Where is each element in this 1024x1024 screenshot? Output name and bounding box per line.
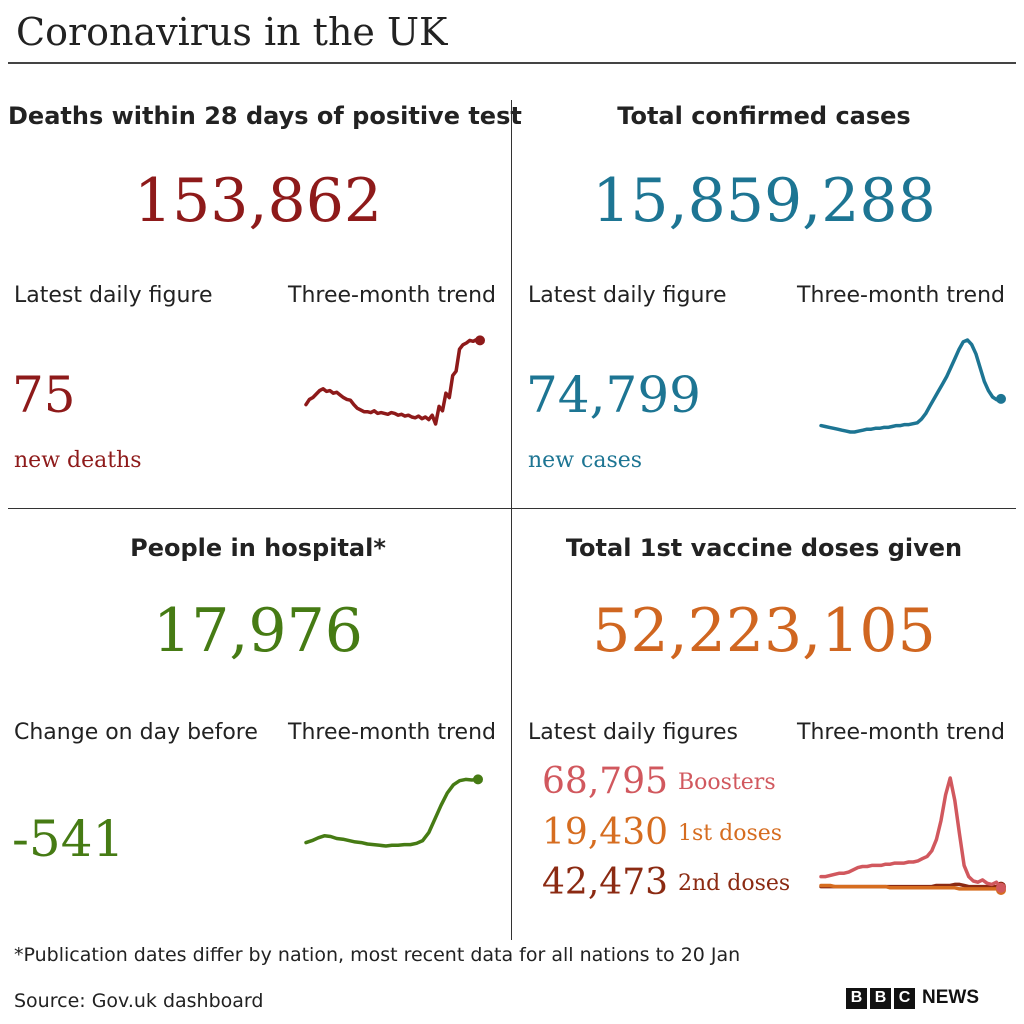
cases-latest-value: 74,799 bbox=[526, 366, 701, 424]
deaths-heading: Deaths within 28 days of positive test bbox=[8, 102, 522, 130]
deaths-latest-label: Latest daily figure bbox=[14, 283, 213, 308]
cases-heading: Total confirmed cases bbox=[617, 102, 911, 130]
vaccine-trend-chart bbox=[819, 776, 1006, 895]
boosters-value: 68,795 bbox=[542, 761, 668, 802]
cases-latest-unit: new cases bbox=[528, 448, 643, 473]
deaths-latest-unit: new deaths bbox=[14, 448, 142, 473]
deaths-trend-chart bbox=[304, 335, 485, 426]
bbc-logo-block-1: B bbox=[846, 987, 867, 1009]
bbc-logo-news: NEWS bbox=[922, 987, 979, 1008]
hospital-total: 17,976 bbox=[153, 596, 363, 666]
boosters-label: Boosters bbox=[678, 770, 776, 795]
trend-line-series-0 bbox=[304, 777, 480, 848]
cases-latest-label: Latest daily figure bbox=[528, 283, 727, 308]
cases-trend-label: Three-month trend bbox=[797, 283, 1005, 308]
hospital-trend-chart bbox=[304, 774, 483, 848]
bbc-logo-block-2: B bbox=[870, 987, 891, 1009]
hospital-latest-value: -541 bbox=[12, 810, 125, 868]
cases-total: 15,859,288 bbox=[592, 166, 936, 236]
deaths-latest-value: 75 bbox=[12, 366, 76, 424]
vaccine-trend-label: Three-month trend bbox=[797, 720, 1005, 745]
vaccine-total: 52,223,105 bbox=[592, 596, 936, 666]
first-doses-label: 1st doses bbox=[678, 821, 783, 846]
vertical-divider bbox=[511, 100, 512, 940]
trend-line-series-0 bbox=[304, 337, 482, 426]
footnote: *Publication dates differ by nation, mos… bbox=[14, 944, 741, 966]
page-title: Coronavirus in the UK bbox=[16, 10, 448, 54]
trend-end-dot bbox=[475, 335, 485, 346]
second-doses-value: 42,473 bbox=[542, 862, 668, 903]
bbc-news-logo: B B C NEWS bbox=[846, 987, 979, 1009]
cases-trend-chart bbox=[819, 338, 1006, 434]
deaths-trend-label: Three-month trend bbox=[288, 283, 496, 308]
vaccine-latest-label: Latest daily figures bbox=[528, 720, 738, 745]
horizontal-divider bbox=[8, 508, 1016, 509]
trend-end-dot bbox=[996, 882, 1006, 893]
hospital-latest-label: Change on day before bbox=[14, 720, 258, 745]
second-doses-label: 2nd doses bbox=[678, 871, 791, 896]
first-doses-value: 19,430 bbox=[542, 812, 668, 853]
title-divider bbox=[8, 62, 1016, 64]
hospital-trend-label: Three-month trend bbox=[288, 720, 496, 745]
hospital-heading: People in hospital* bbox=[130, 534, 386, 562]
trend-end-dot bbox=[996, 393, 1006, 404]
deaths-total: 153,862 bbox=[133, 166, 383, 236]
trend-line-1st-doses bbox=[819, 883, 1003, 892]
bbc-logo-block-3: C bbox=[894, 987, 915, 1009]
trend-line-boosters bbox=[819, 776, 1003, 890]
trend-line-series-0 bbox=[819, 338, 1003, 434]
trend-end-dot bbox=[473, 774, 483, 785]
source-text: Source: Gov.uk dashboard bbox=[14, 990, 264, 1012]
vaccine-heading: Total 1st vaccine doses given bbox=[565, 534, 963, 562]
